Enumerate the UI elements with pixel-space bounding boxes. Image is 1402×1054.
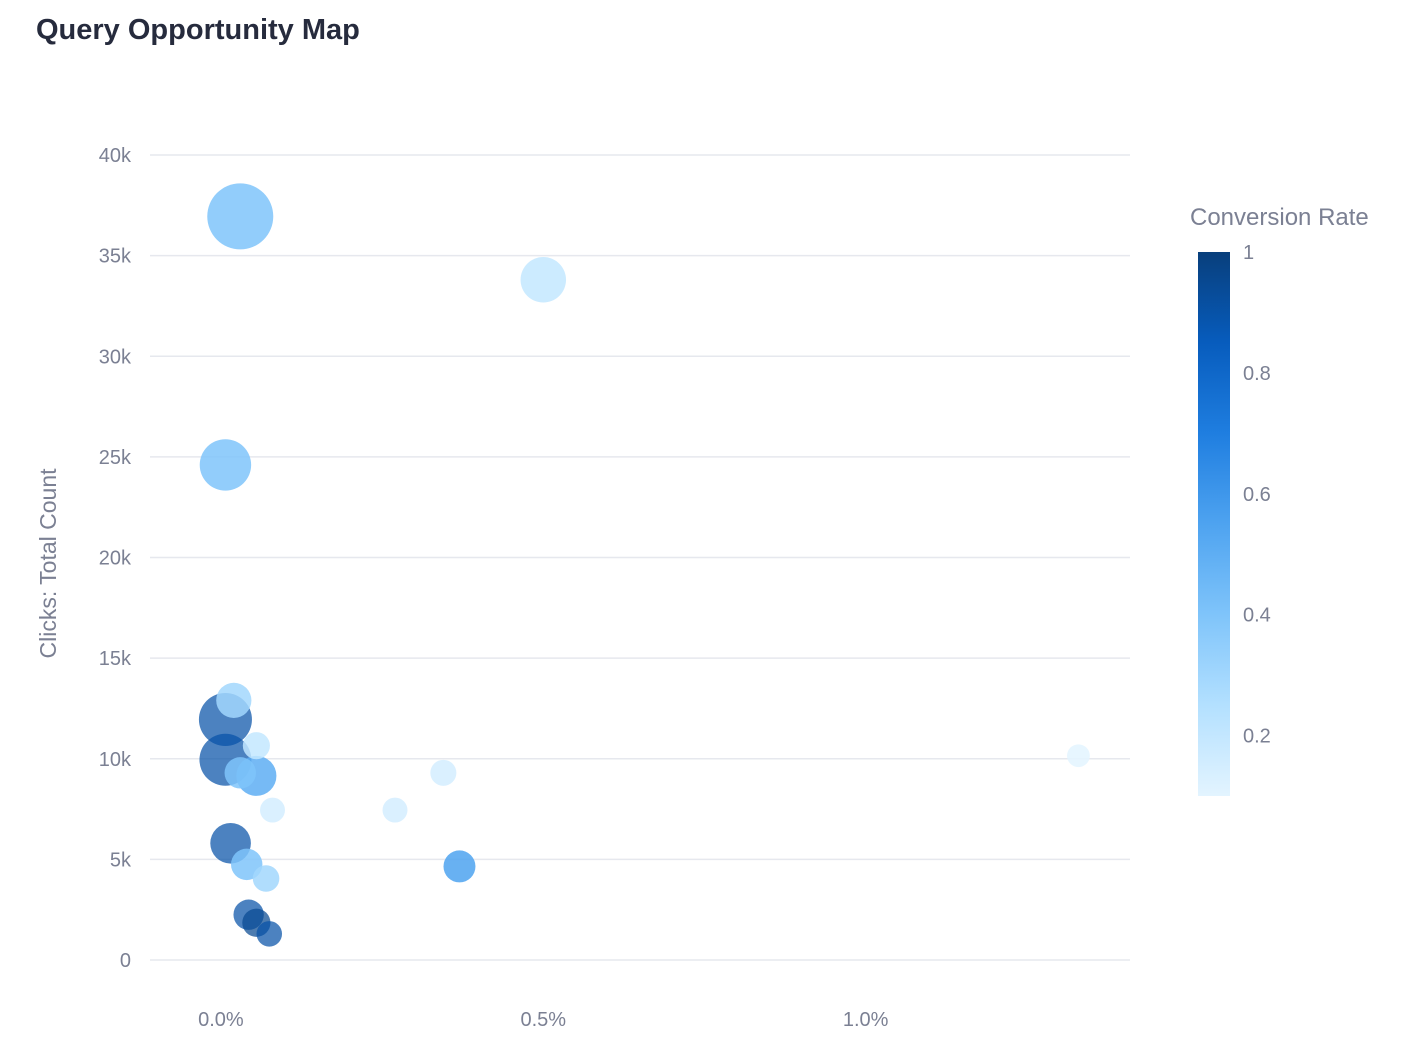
x-tick-label: 0.0% [198,1009,244,1031]
gridlines [150,154,1130,961]
y-tick-label: 25k [99,447,132,469]
scatter-point [252,865,280,892]
data-points [198,183,1090,947]
scatter-point [242,732,270,760]
colorbar-tick-label: 1 [1243,242,1254,264]
y-tick-label: 5k [110,849,132,871]
colorbar-ticks: 0.2 0.4 0.6 0.8 1 [1243,242,1271,748]
y-tick-label: 40k [99,145,132,167]
scatter-point [207,183,274,250]
x-tick-label: 1.0% [843,1009,889,1031]
color-legend: Conversion Rate 0.2 0.4 0.6 0.8 1 [1190,204,1369,796]
x-axis-ticks: 0.0% 0.5% 1.0% [198,1009,889,1031]
x-tick-label: 0.5% [520,1009,566,1031]
colorbar [1198,252,1230,796]
colorbar-tick-label: 0.4 [1243,605,1271,627]
y-tick-label: 35k [99,246,132,268]
y-tick-label: 0 [120,950,131,972]
scatter-point [1067,744,1090,768]
y-axis-title: Clicks: Total Count [35,468,61,659]
chart-title: Query Opportunity Map [36,14,360,46]
scatter-point [224,757,256,789]
scatter-point [430,759,457,786]
colorbar-tick-label: 0.8 [1243,363,1271,385]
colorbar-tick-label: 0.2 [1243,726,1271,748]
colorbar-tick-label: 0.6 [1243,484,1271,506]
color-legend-title: Conversion Rate [1190,204,1369,231]
scatter-point [260,797,285,823]
scatter-point [382,797,408,823]
y-tick-label: 15k [99,648,132,670]
scatter-point [520,257,567,303]
y-tick-label: 30k [99,346,132,368]
y-tick-label: 10k [99,749,132,771]
scatter-point [199,439,252,491]
y-tick-label: 20k [99,548,132,570]
scatter-point [216,682,252,718]
scatter-point [443,850,476,883]
y-axis-ticks: 0 5k 10k 15k 20k 25k 30k 35k 40k [99,145,132,972]
scatter-point [256,921,283,947]
